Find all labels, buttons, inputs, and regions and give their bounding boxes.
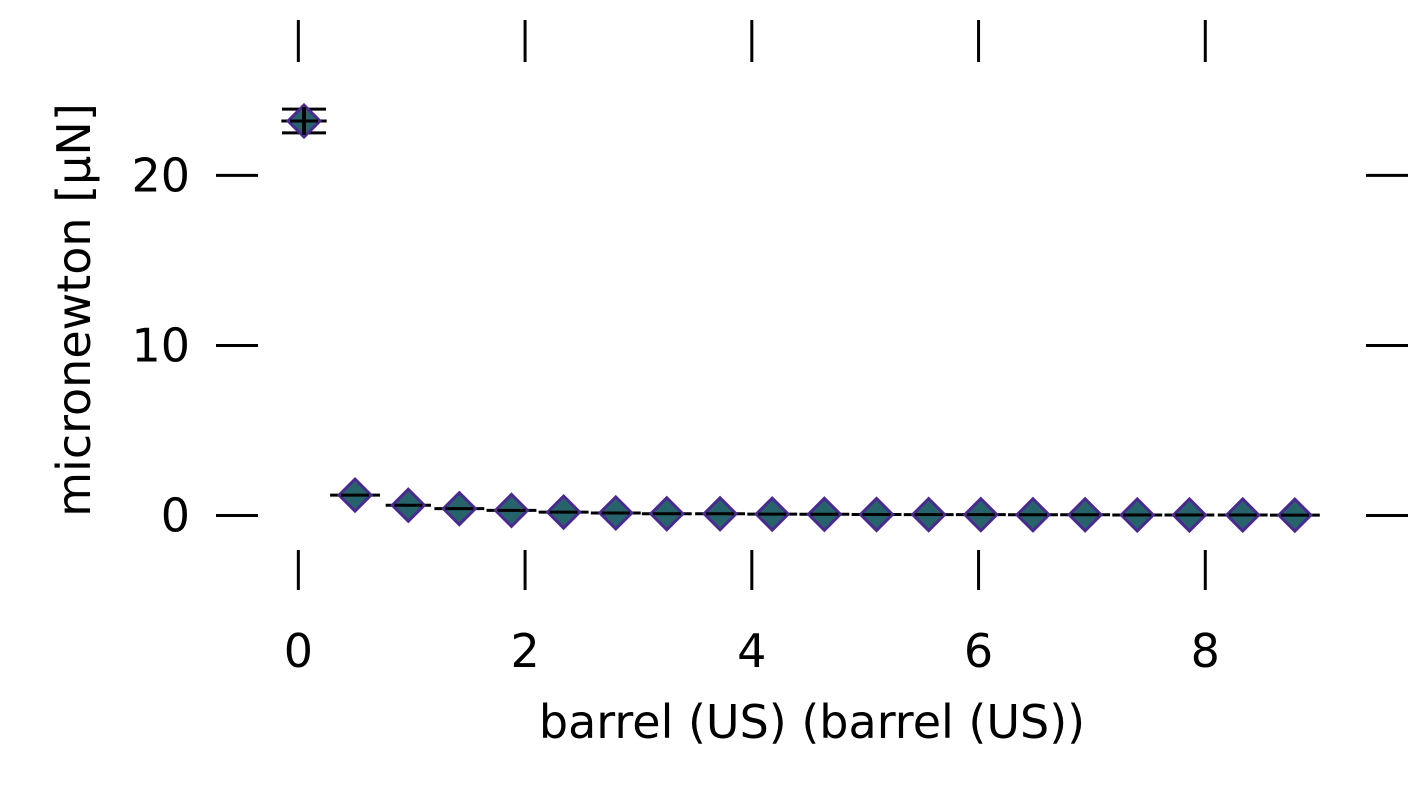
data-point [1269, 497, 1320, 534]
x-tick-label: 0 [284, 624, 313, 678]
x-tick-label: 8 [1191, 624, 1220, 678]
data-point [747, 496, 798, 533]
data-point [385, 487, 431, 524]
data-point [330, 476, 380, 514]
data-point [1164, 496, 1215, 534]
x-tick-label: 6 [964, 624, 993, 678]
data-point [486, 492, 537, 529]
data-series [281, 102, 1320, 534]
y-axis-ticks: 0 10 20 [131, 148, 1408, 542]
x-tick-label: 4 [737, 624, 766, 678]
data-point [955, 496, 1006, 533]
y-axis-label: micronewton [µN] [47, 103, 101, 517]
y-tick-label: 10 [131, 318, 190, 372]
data-point [851, 496, 902, 533]
x-axis-ticks: 0 2 4 6 8 [284, 20, 1220, 678]
data-point [538, 493, 589, 531]
x-axis-label: barrel (US) (barrel (US)) [539, 695, 1085, 749]
data-point [799, 496, 850, 533]
x-tick-label: 2 [510, 624, 539, 678]
data-point [641, 495, 692, 532]
data-point [695, 495, 746, 532]
data-point [1060, 496, 1111, 533]
data-point [1008, 496, 1058, 533]
data-point [590, 494, 641, 532]
data-point [1217, 496, 1268, 534]
data-point [434, 490, 485, 527]
data-point [903, 496, 954, 533]
data-point [1112, 496, 1163, 534]
data-point [281, 102, 327, 140]
y-tick-label: 20 [131, 148, 190, 202]
y-tick-label: 0 [161, 488, 190, 542]
